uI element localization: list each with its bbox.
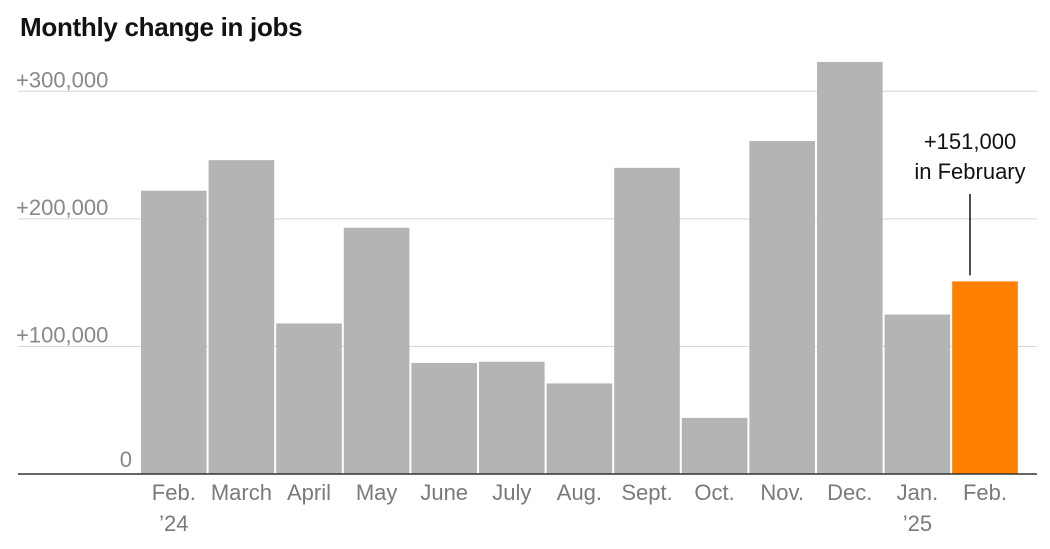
x-axis-ticks: Feb. ’24 March April May June July Aug. Sept. Oct…	[152, 480, 1007, 536]
y-tick-label: +200,000	[16, 195, 108, 220]
bar-highlight	[952, 281, 1018, 474]
chart-title: Monthly change in jobs	[20, 12, 303, 42]
bar	[479, 361, 545, 474]
x-tick-label: Oct.	[694, 480, 734, 505]
bar	[681, 417, 748, 474]
x-tick-label: ’25	[903, 511, 932, 536]
bar	[546, 383, 613, 474]
bar	[343, 227, 410, 474]
x-tick-label: ’24	[159, 511, 188, 536]
bar	[411, 363, 477, 474]
annotation-label: in February	[914, 159, 1025, 184]
x-tick-label: Aug.	[557, 480, 602, 505]
bar	[614, 167, 680, 474]
annotation: +151,000 in February	[914, 129, 1026, 276]
x-tick-label: March	[211, 480, 272, 505]
x-tick-label: April	[287, 480, 331, 505]
y-tick-label: +300,000	[16, 67, 108, 92]
x-tick-label: Nov.	[760, 480, 804, 505]
x-tick-label: June	[420, 480, 468, 505]
y-tick-label: +100,000	[16, 322, 108, 347]
x-tick-label: Dec.	[827, 480, 872, 505]
x-tick-label: Feb.	[963, 480, 1007, 505]
annotation-label: +151,000	[924, 129, 1016, 154]
x-tick-label: July	[492, 480, 531, 505]
x-tick-label: Sept.	[621, 480, 672, 505]
bar	[749, 141, 815, 474]
y-tick-label: 0	[120, 447, 132, 472]
bar	[276, 323, 342, 474]
bars	[141, 61, 1018, 475]
y-axis-ticks: 0 +100,000 +200,000 +300,000	[16, 67, 132, 472]
x-tick-label: Feb.	[152, 480, 196, 505]
x-tick-label: May	[356, 480, 398, 505]
bar	[884, 314, 951, 474]
bar	[141, 190, 207, 475]
bar	[208, 160, 275, 474]
x-tick-label: Jan.	[897, 480, 939, 505]
bar	[817, 61, 883, 475]
